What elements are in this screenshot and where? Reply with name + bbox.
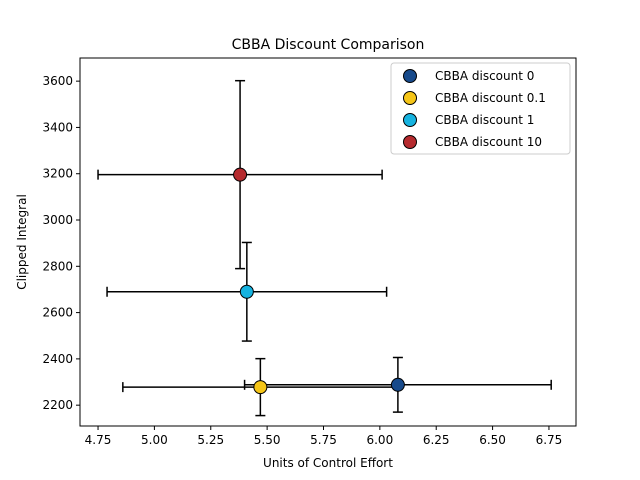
legend-label: CBBA discount 10 [435, 135, 542, 149]
y-tick-label: 3200 [42, 167, 73, 181]
legend-marker [403, 69, 417, 83]
legend-item-3: CBBA discount 10 [403, 135, 542, 149]
y-tick-label: 3000 [42, 213, 73, 227]
x-tick-label: 5.50 [254, 433, 281, 447]
y-tick-label: 2800 [42, 259, 73, 273]
y-tick-label: 3600 [42, 74, 73, 88]
legend-box [390, 62, 571, 155]
data-point-1 [253, 380, 268, 395]
x-tick-label: 5.25 [197, 433, 224, 447]
legend-label: CBBA discount 1 [435, 113, 534, 127]
markers [233, 167, 405, 395]
x-tick-label: 5.00 [141, 433, 168, 447]
legend-label: CBBA discount 0.1 [435, 91, 546, 105]
y-tick-label: 3400 [42, 120, 73, 134]
x-tick-label: 5.75 [310, 433, 337, 447]
data-point-0 [390, 377, 405, 392]
x-axis: 4.75 5.00 5.25 5.50 5.75 6.00 6.25 6.50 6.75 [85, 426, 563, 447]
x-tick-label: 6.50 [479, 433, 506, 447]
legend-marker [403, 135, 417, 149]
legend-item-1: CBBA discount 0.1 [403, 91, 546, 105]
data-point-3 [233, 167, 248, 182]
chart-title: CBBA Discount Comparison [232, 37, 425, 53]
y-tick-label: 2400 [42, 352, 73, 366]
legend-marker [403, 91, 417, 105]
y-axis-label: Clipped Integral [15, 194, 29, 290]
x-axis-label: Units of Control Effort [263, 456, 393, 470]
y-axis: 2200 2400 2600 2800 3000 3200 3400 3600 [42, 74, 80, 412]
x-tick-label: 6.25 [423, 433, 450, 447]
x-tick-label: 6.75 [536, 433, 563, 447]
x-tick-label: 4.75 [85, 433, 112, 447]
data-point-2 [239, 284, 254, 299]
legend-marker [403, 113, 417, 127]
legend-item-0: CBBA discount 0 [403, 69, 534, 83]
legend-item-2: CBBA discount 1 [403, 113, 534, 127]
y-tick-label: 2200 [42, 398, 73, 412]
plot-area [79, 57, 577, 427]
x-tick-label: 6.00 [366, 433, 393, 447]
legend: CBBA discount 0 CBBA discount 0.1 CBBA dis… [390, 62, 571, 155]
legend-label: CBBA discount 0 [435, 69, 534, 83]
y-tick-label: 2600 [42, 306, 73, 320]
plot-frame [79, 57, 577, 427]
